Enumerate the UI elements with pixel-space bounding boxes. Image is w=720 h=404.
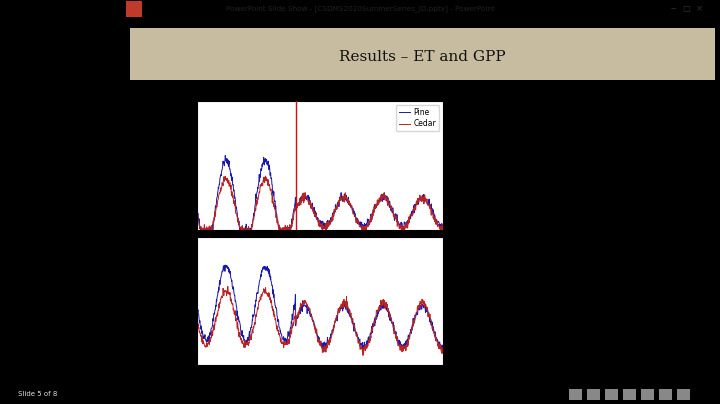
Cedar [404,221,413,226]
Bar [659,389,672,400]
Pine [221,153,230,158]
Y-axis label: Transpiration (mm/s): Transpiration (mm/s) [174,125,182,206]
Pine [333,201,341,206]
Text: □: □ [683,4,690,13]
Text: ×: × [696,4,703,13]
Bar [126,2,142,17]
Cedar [340,194,348,199]
Pine [340,198,348,202]
Cedar [201,227,210,232]
Cedar [185,178,194,183]
Bar [641,389,654,400]
X-axis label: Drought Begins: Drought Begins [290,256,350,265]
Text: Pine:: Pine: [467,99,494,108]
Bar [569,389,582,400]
Cedar [378,196,387,201]
Bar [677,389,690,400]
Cedar [333,203,341,208]
Bar [605,389,618,400]
Line: Pine: Pine [189,156,443,230]
Text: Slide 5 of 8: Slide 5 of 8 [18,391,58,398]
Pine [185,161,194,166]
Cedar [197,227,205,232]
Legend: Pine, Cedar: Pine, Cedar [396,105,439,131]
Bar [623,389,636,400]
Cedar [347,204,356,208]
Text: - Higher GPP and transpiration
during a normal year
 - Lower GPP and transpirati: - Higher GPP and transpiration during a … [467,124,606,185]
Text: PowerPoint Slide Show - [CSDMS2020SummerSeries_JD.pptx] - PowerPoint: PowerPoint Slide Show - [CSDMS2020Summer… [225,6,495,13]
Text: ‒: ‒ [670,4,676,13]
Cedar [438,227,447,232]
Pine [347,204,356,209]
Pine [438,223,447,228]
Pine [404,219,413,224]
Pine [201,227,210,231]
Bar [587,389,600,400]
Text: Results – ET and GPP: Results – ET and GPP [339,50,506,64]
Pine [196,227,204,232]
Pine [378,199,387,204]
Text: Cedar:: Cedar: [467,242,503,251]
Line: Cedar: Cedar [189,176,443,230]
Y-axis label: GPP (gC/m$^2$/yr): GPP (gC/m$^2$/yr) [154,271,168,330]
Text: - Substantially lower GPP and
transpiration during the dry
season of normal year: - Substantially lower GPP and transpirat… [467,265,598,339]
Bar [130,28,715,80]
Cedar [261,174,270,179]
